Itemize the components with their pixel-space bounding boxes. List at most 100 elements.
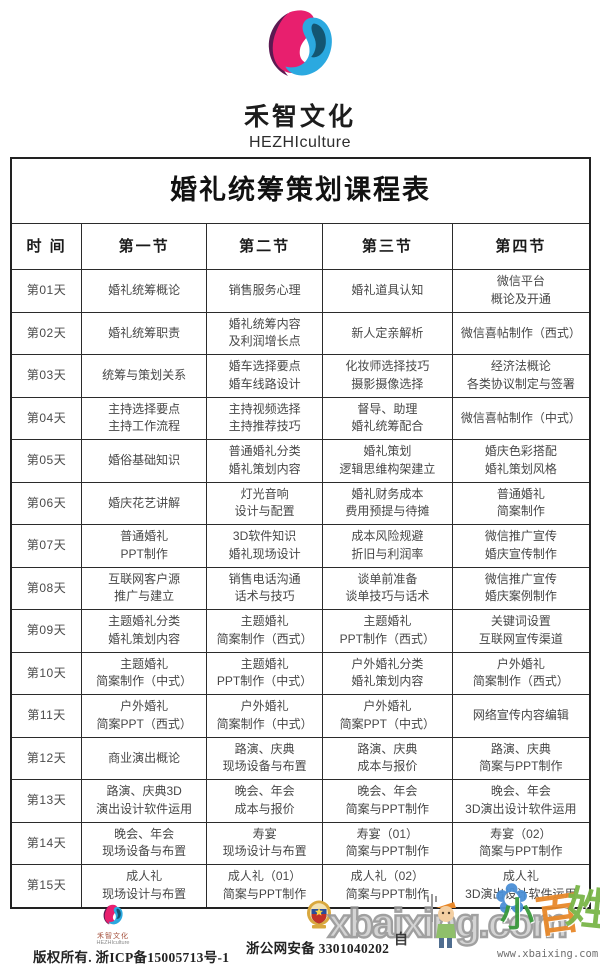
table-row: 第13天 路演、庆典3D 演出设计软件运用 晚会、年会 成本与报价 晚会、年会 简案与PPT… [10, 779, 591, 823]
day-cell: 第09天 [10, 609, 83, 653]
table-row: 第03天 统筹与策划关系 婚车选择要点 婚车线路设计 化妆师选择技巧 摄影摄像选择 经济法概… [10, 354, 591, 398]
column-header-1: 第一节 [81, 223, 208, 270]
hezhi-logo-icon [268, 10, 332, 76]
course-cell: 户外婚礼分类 婚礼策划内容 [321, 651, 453, 695]
course-cell: 婚礼财务成本 费用预提与待摊 [321, 481, 453, 525]
watermark-url: www.xbaixing.com [497, 948, 599, 960]
course-cell: 婚俗基础知识 [81, 439, 208, 483]
table-row: 第09天 主题婚礼分类 婚礼策划内容 主题婚礼 简案制作（西式） 主题婚礼 PPT制作（西式… [10, 609, 591, 653]
course-table-container: 婚礼统筹策划课程表 时 间第一节 第二节 第三节 第四节 第01天 婚礼统筹概论 销售服务… [10, 157, 591, 909]
course-cell: 路演、庆典 现场设备与布置 [206, 736, 323, 780]
course-cell: 婚礼统筹概论 [81, 269, 208, 313]
table-row: 第06天 婚庆花艺讲解 灯光音响 设计与配置 婚礼财务成本 费用预提与待摊 普通婚礼 简案制作 [10, 481, 591, 525]
header-logo-block: 禾智文化 HEZHIculture [0, 8, 600, 152]
course-cell: 晚会、年会 成本与报价 [206, 779, 323, 823]
course-cell: 主持选择要点 主持工作流程 [81, 396, 208, 440]
course-cell: 婚车选择要点 婚车线路设计 [206, 354, 323, 398]
course-cell: 婚庆花艺讲解 [81, 481, 208, 525]
table-row: 第05天 婚俗基础知识 普通婚礼分类 婚礼策划内容 婚礼策划 逻辑思维构架建立 婚庆色彩搭配… [10, 439, 591, 483]
watermark-char-xiao: 小 [500, 896, 534, 934]
police-badge-icon [307, 900, 331, 929]
table-title: 婚礼统筹策划课程表 [10, 157, 591, 224]
course-cell: 寿宴 现场设计与布置 [206, 821, 323, 865]
course-cell: 户外婚礼 简案制作（中式） [206, 694, 323, 738]
table-row: 第02天 婚礼统筹职责 婚礼统筹内容 及利润增长点 新人定亲解析 微信喜帖制作（西式） [10, 311, 591, 355]
course-cell: 户外婚礼 简案制作（西式） [451, 651, 591, 695]
course-cell: 成人礼 现场设计与布置 [81, 864, 208, 908]
watermark-char-xing: 姓 [563, 882, 600, 937]
course-cell: 商业演出概论 [81, 736, 208, 780]
day-cell: 第03天 [10, 354, 83, 398]
course-cell: 主题婚礼 简案制作（中式） [81, 651, 208, 695]
footer-brand-cn: 禾智文化 [97, 933, 129, 940]
course-cell: 互联网客户源 推广与建立 [81, 566, 208, 610]
course-cell: 路演、庆典 成本与报价 [321, 736, 453, 780]
watermark-char-dark: 自 [394, 931, 408, 947]
course-cell: 成人礼 3D演出设计软件运用 [451, 864, 591, 908]
day-cell: 第10天 [10, 651, 83, 695]
table-row: 第07天 普通婚礼 PPT制作 3D软件知识 婚礼现场设计 成本风险规避 折旧与利润率 微信推… [10, 524, 591, 568]
course-cell: 路演、庆典3D 演出设计软件运用 [81, 779, 208, 823]
course-cell: 婚礼统筹职责 [81, 311, 208, 355]
course-cell: 主题婚礼 简案制作（西式） [206, 609, 323, 653]
day-cell: 第14天 [10, 821, 83, 865]
course-cell: 婚礼道具认知 [321, 269, 453, 313]
table-row: 第04天 主持选择要点 主持工作流程 主持视频选择 主持推荐技巧 督导、助理 婚礼统筹配合微… [10, 396, 591, 440]
course-cell: 寿宴（02） 简案与PPT制作 [451, 821, 591, 865]
course-cell: 婚礼统筹内容 及利润增长点 [206, 311, 323, 355]
course-cell: 路演、庆典 简案与PPT制作 [451, 736, 591, 780]
table-row: 第10天 主题婚礼 简案制作（中式） 主题婚礼 PPT制作（中式） 户外婚礼分类 婚礼策划内… [10, 651, 591, 695]
course-cell: 谈单前准备 谈单技巧与话术 [321, 566, 453, 610]
course-cell: 成人礼（01） 简案与PPT制作 [206, 864, 323, 908]
table-row: 第11天 户外婚礼 简案PPT（西式） 户外婚礼 简案制作（中式） 户外婚礼 简案PPT（中… [10, 694, 591, 738]
course-cell: 成本风险规避 折旧与利润率 [321, 524, 453, 568]
course-cell: 微信喜帖制作（中式） [451, 396, 591, 440]
table-header-row: 时 间第一节 第二节 第三节 第四节 [10, 223, 591, 270]
course-cell: 晚会、年会 现场设备与布置 [81, 821, 208, 865]
column-header-2: 第二节 [206, 223, 323, 270]
course-cell: 晚会、年会 简案与PPT制作 [321, 779, 453, 823]
course-cell: 普通婚礼 PPT制作 [81, 524, 208, 568]
table-row: 第15天 成人礼 现场设计与布置 成人礼（01） 简案与PPT制作 成人礼（02） 简案与P… [10, 864, 591, 908]
brand-name-en: HEZHIculture [248, 134, 352, 151]
course-table: 婚礼统筹策划课程表 时 间第一节 第二节 第三节 第四节 第01天 婚礼统筹概论 销售服务… [10, 157, 591, 909]
course-cell: 灯光音响 设计与配置 [206, 481, 323, 525]
course-cell: 关键词设置 互联网宣传渠道 [451, 609, 591, 653]
course-cell: 户外婚礼 简案PPT（中式） [321, 694, 453, 738]
course-cell: 主题婚礼分类 婚礼策划内容 [81, 609, 208, 653]
course-cell: 网络宣传内容编辑 [451, 694, 591, 738]
day-cell: 第04天 [10, 396, 83, 440]
day-cell: 第12天 [10, 736, 83, 780]
hezhi-logo-small-icon [103, 904, 123, 925]
day-cell: 第15天 [10, 864, 83, 908]
course-cell: 经济法概论 各类协议制定与签署 [451, 354, 591, 398]
table-row: 第12天 商业演出概论 路演、庆典 现场设备与布置 路演、庆典 成本与报价 路演、庆典 简案与… [10, 736, 591, 780]
course-cell: 微信平台 概论及开通 [451, 269, 591, 313]
day-cell: 第11天 [10, 694, 83, 738]
course-cell: 普通婚礼分类 婚礼策划内容 [206, 439, 323, 483]
course-cell: 3D软件知识 婚礼现场设计 [206, 524, 323, 568]
course-cell: 婚礼策划 逻辑思维构架建立 [321, 439, 453, 483]
course-cell: 成人礼（02） 简案与PPT制作 [321, 864, 453, 908]
public-security-record: 浙公网安备 3301040202 [246, 941, 390, 956]
table-row: 第08天 互联网客户源 推广与建立 销售电话沟通 话术与技巧 谈单前准备 谈单技巧与话术 微信… [10, 566, 591, 610]
course-cell: 晚会、年会 3D演出设计软件运用 [451, 779, 591, 823]
watermark-mascot-icon [427, 894, 456, 948]
course-cell: 户外婚礼 简案PPT（西式） [81, 694, 208, 738]
course-cell: 主持视频选择 主持推荐技巧 [206, 396, 323, 440]
course-cell: 寿宴（01） 简案与PPT制作 [321, 821, 453, 865]
table-title-row: 婚礼统筹策划课程表 [10, 157, 591, 224]
table-row: 第01天 婚礼统筹概论 销售服务心理 婚礼道具认知 微信平台 概论及开通 [10, 269, 591, 313]
day-cell: 第05天 [10, 439, 83, 483]
course-cell: 普通婚礼 简案制作 [451, 481, 591, 525]
course-cell: 统筹与策划关系 [81, 354, 208, 398]
watermark-flower-icon: ✿ [494, 875, 530, 922]
column-header-4: 第四节 [451, 223, 591, 270]
course-cell: 化妆师选择技巧 摄影摄像选择 [321, 354, 453, 398]
brand-name-cn: 禾智文化 [243, 104, 356, 131]
course-cell: 微信推广宣传 婚庆案例制作 [451, 566, 591, 610]
column-header-0: 时 间 [10, 223, 83, 270]
day-cell: 第06天 [10, 481, 83, 525]
course-cell: 新人定亲解析 [321, 311, 453, 355]
